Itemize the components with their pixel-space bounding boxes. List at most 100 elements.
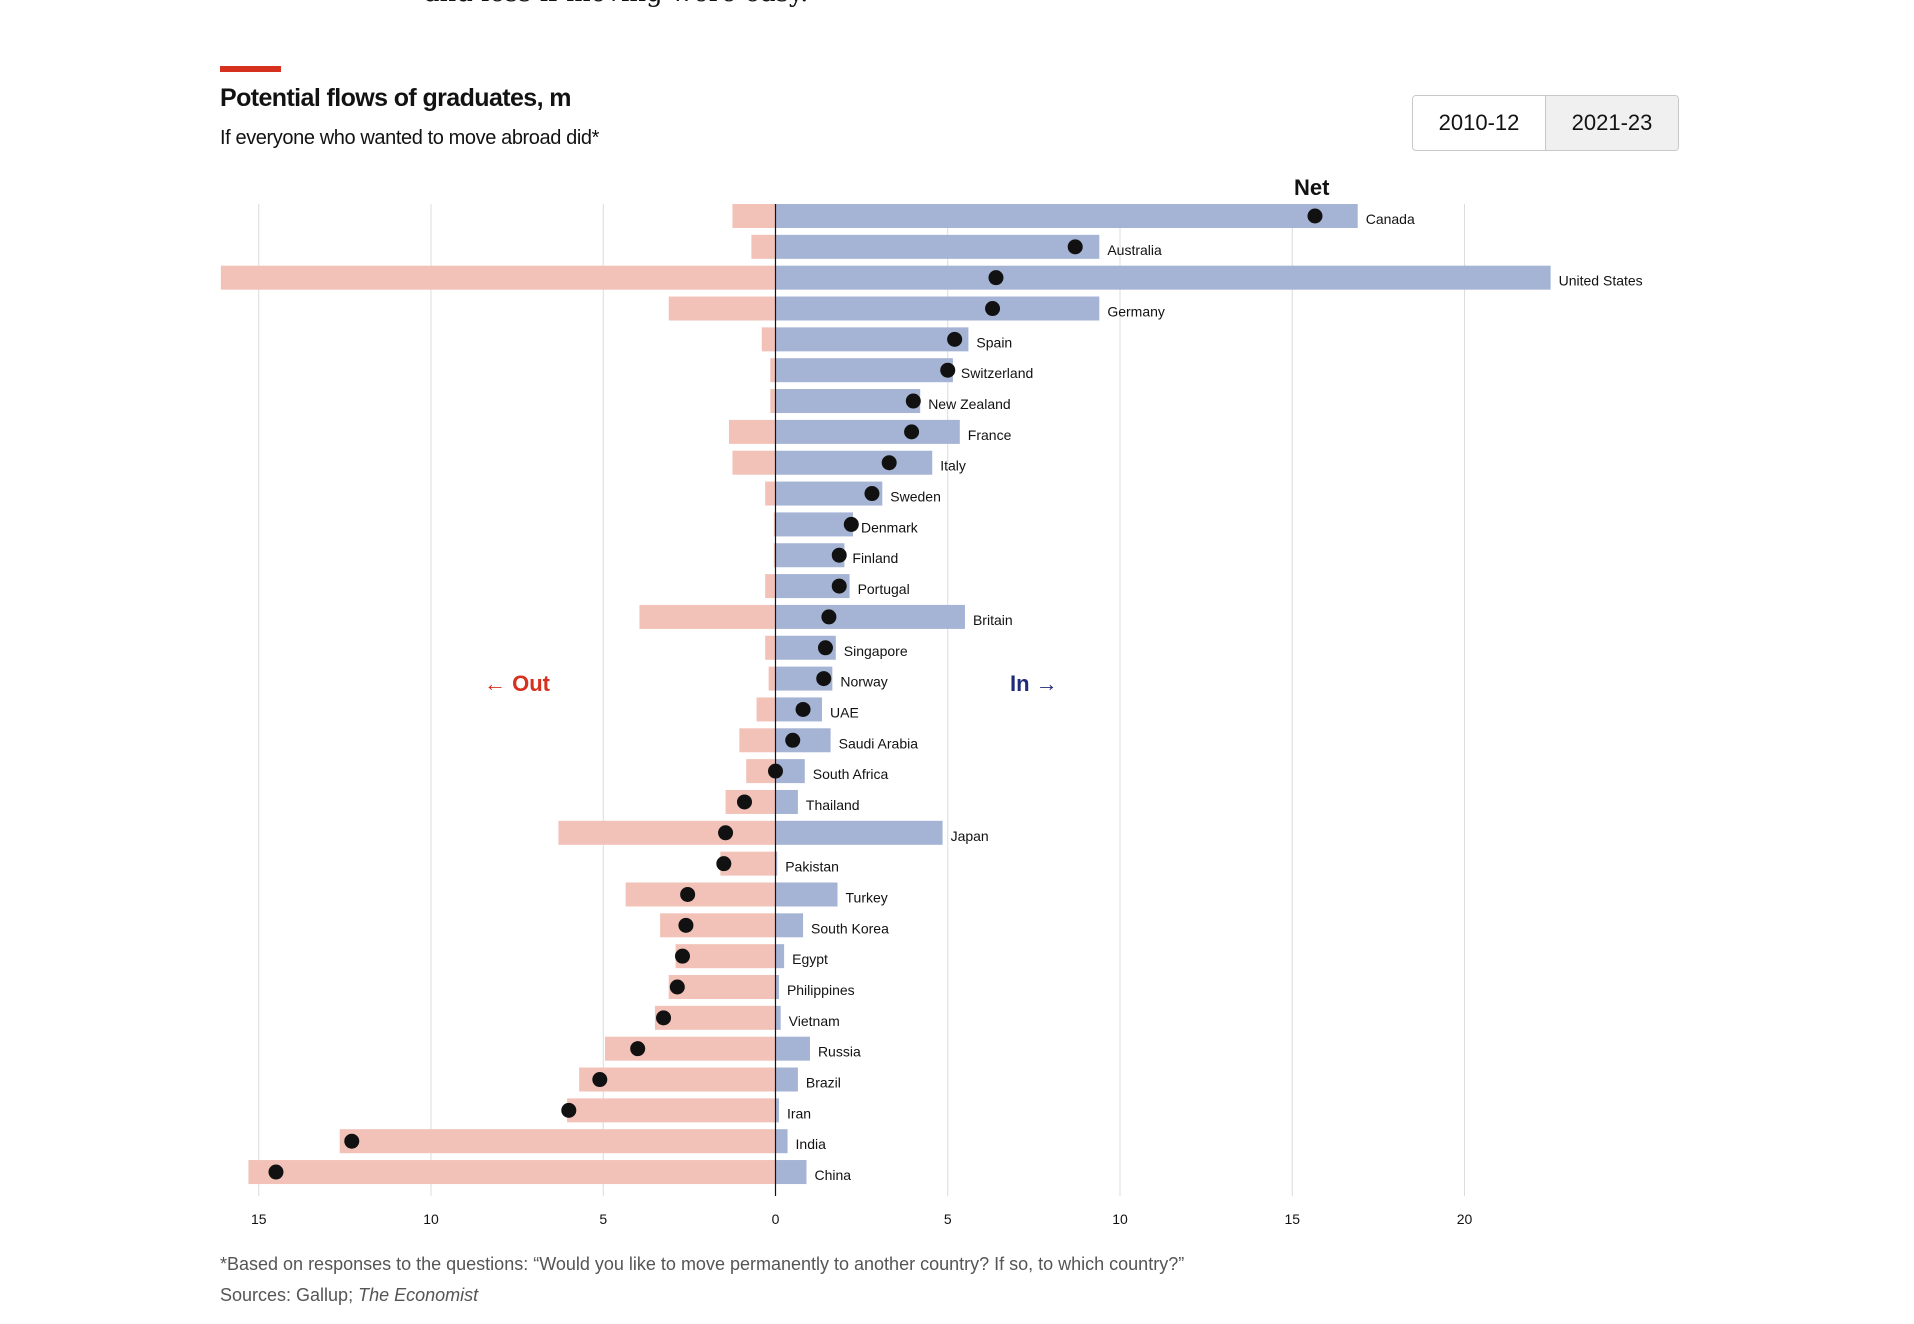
in-bar <box>775 1005 781 1030</box>
out-bar <box>756 697 776 722</box>
out-label: ← Out <box>484 671 550 696</box>
in-bar <box>775 728 831 753</box>
in-bar <box>775 789 798 814</box>
out-bar <box>639 604 776 629</box>
net-dot <box>630 1041 646 1057</box>
out-bar <box>751 234 776 259</box>
in-bar <box>775 944 785 969</box>
lead-paragraph-fragment: and less if moving were easy. <box>424 0 808 8</box>
net-dot <box>940 362 956 378</box>
net-dot <box>816 671 832 687</box>
toggle-2010-12[interactable]: 2010-12 <box>1413 96 1546 150</box>
net-dot <box>843 516 859 532</box>
net-dot <box>669 979 685 995</box>
in-bar <box>775 265 1551 290</box>
out-bar <box>567 1098 776 1123</box>
net-dot <box>821 609 837 625</box>
net-dot <box>905 393 921 409</box>
in-bar <box>775 296 1100 321</box>
net-dot <box>268 1164 284 1180</box>
out-bar <box>765 481 776 506</box>
out-bar <box>248 1160 776 1185</box>
country-label: Canada <box>1366 211 1415 227</box>
net-label: Net <box>1294 175 1330 200</box>
in-bar <box>775 204 1358 228</box>
out-bar <box>668 975 776 999</box>
net-dot <box>1307 208 1323 224</box>
out-bar <box>770 389 776 414</box>
toggle-2021-23[interactable]: 2021-23 <box>1546 96 1678 150</box>
out-bar <box>558 820 776 845</box>
country-label: Finland <box>852 550 898 566</box>
out-bar <box>732 450 776 475</box>
period-toggle[interactable]: 2010-12 2021-23 <box>1412 95 1679 151</box>
country-label: Norway <box>840 674 887 690</box>
out-bar <box>668 296 776 321</box>
country-label: Italy <box>940 458 966 474</box>
out-bar <box>625 882 776 907</box>
net-dot <box>678 917 694 933</box>
country-label: New Zealand <box>928 396 1011 412</box>
accent-bar <box>220 66 281 72</box>
in-bar <box>775 389 921 414</box>
sources-prefix: Sources: Gallup; <box>220 1285 359 1305</box>
sources: Sources: Gallup; The Economist <box>220 1285 478 1306</box>
in-bar <box>775 913 804 938</box>
x-tick-label: 10 <box>423 1211 439 1227</box>
in-bar <box>775 1160 807 1185</box>
net-dot <box>785 732 801 748</box>
in-bar <box>775 512 854 537</box>
out-bar <box>220 265 776 290</box>
in-bar <box>775 882 838 907</box>
country-label: Japan <box>951 828 989 844</box>
x-tick-label: 15 <box>251 1211 267 1227</box>
net-dot <box>674 948 690 964</box>
in-bar <box>775 1129 788 1154</box>
net-dot <box>656 1010 672 1026</box>
in-bar <box>775 234 1100 259</box>
country-label: Portugal <box>858 581 910 597</box>
country-label: UAE <box>830 704 859 720</box>
x-tick-label: 0 <box>772 1211 780 1227</box>
net-dot <box>716 856 732 872</box>
x-tick-label: 15 <box>1284 1211 1300 1227</box>
net-dot <box>592 1072 608 1088</box>
net-dot <box>831 547 847 563</box>
in-bar <box>775 1067 798 1092</box>
country-label: Germany <box>1107 304 1165 320</box>
country-label: Philippines <box>787 982 855 998</box>
out-bar <box>728 419 776 444</box>
net-dot <box>831 578 847 594</box>
out-bar <box>773 512 776 537</box>
country-label: South Korea <box>811 920 889 936</box>
country-label: Denmark <box>861 519 919 535</box>
net-dot <box>817 640 833 656</box>
country-label: Switzerland <box>961 365 1033 381</box>
net-dot <box>795 701 811 717</box>
country-label: United States <box>1559 273 1643 289</box>
in-bar <box>775 450 933 475</box>
footnote: *Based on responses to the questions: “W… <box>220 1254 1185 1274</box>
country-label: Singapore <box>844 643 908 659</box>
in-bar <box>775 604 965 629</box>
in-bar <box>775 975 779 999</box>
net-dot <box>561 1102 577 1118</box>
country-label: Australia <box>1107 242 1162 258</box>
out-bar <box>739 728 776 753</box>
in-bar <box>775 419 960 444</box>
country-label: Spain <box>976 334 1012 350</box>
x-tick-label: 5 <box>944 1211 952 1227</box>
country-label: Brazil <box>806 1075 841 1091</box>
country-label: Sweden <box>890 489 941 505</box>
sources-italic: The Economist <box>358 1285 479 1305</box>
x-tick-label: 5 <box>599 1211 607 1227</box>
country-label: South Africa <box>813 766 889 782</box>
country-label: Vietnam <box>789 1013 840 1029</box>
in-bar <box>775 1098 779 1123</box>
x-tick-label: 10 <box>1112 1211 1128 1227</box>
out-bar <box>660 913 776 938</box>
out-bar <box>773 543 776 568</box>
in-bar <box>775 327 969 352</box>
out-bar <box>761 327 776 352</box>
